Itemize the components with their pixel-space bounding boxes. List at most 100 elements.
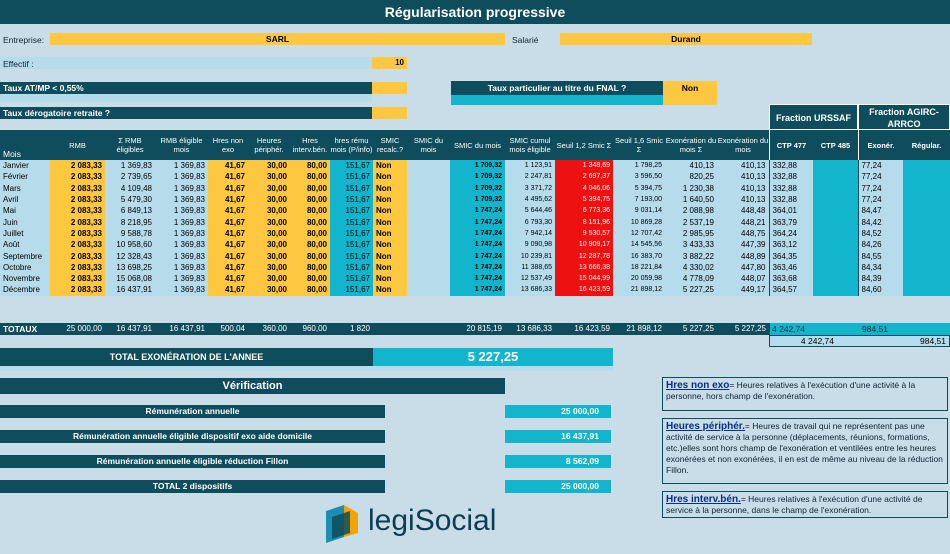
cell-heures-periph: 30,00	[248, 171, 290, 183]
table-row: Juillet 2 083,33 9 588,78 1 369,83 41,67 30,0…	[0, 227, 950, 240]
cell-smic-cumul: 12 537,49	[505, 272, 555, 285]
cell-smic-recalc[interactable]: Non	[373, 160, 407, 172]
taux-derog-field[interactable]	[372, 107, 407, 119]
table-row: Novembre 2 083,33 15 068,08 1 369,83 41,67 30…	[0, 272, 950, 285]
cell-exo-sum: 3 433,33	[665, 239, 717, 251]
cell-seuil12: 5 394,75	[555, 193, 613, 206]
col-ctp477: CTP 477	[769, 130, 813, 160]
cell-smic-recalc[interactable]: Non	[373, 250, 407, 262]
note-text: = Heures relatives à l'exécution d'une a…	[666, 494, 923, 515]
cell-heures-periph: 30,00	[248, 193, 290, 206]
cell-hres-interv: 80,00	[290, 272, 330, 285]
cell-hres-non-exo: 41,67	[208, 284, 248, 296]
cell-rmb-elig: 1 369,83	[155, 261, 208, 273]
totals-label: TOTAUX	[3, 324, 38, 334]
cell-exo-sum: 1 230,38	[665, 182, 717, 194]
totals-fraction-bar	[769, 323, 950, 335]
cell-smic-recalc[interactable]: Non	[373, 227, 407, 240]
note-heures-periph: Heures périphér.= Heures de travail qui …	[662, 418, 948, 484]
cell-hres-remu: 151,67	[330, 272, 373, 285]
table-row: Janvier 2 083,33 1 369,83 1 369,83 41,67 30,0…	[0, 160, 950, 172]
effectif-field[interactable]: 10	[372, 57, 407, 69]
cell-seuil12: 6 773,36	[555, 205, 613, 217]
cell-sum-rmb: 1 369,83	[105, 160, 155, 172]
cell-heures-periph: 30,00	[248, 272, 290, 285]
cell-hres-non-exo: 41,67	[208, 182, 248, 194]
cell-exoner: 77,24	[857, 171, 903, 183]
total-agirc-grand: 984,51	[920, 336, 946, 346]
cell-mois: Juin	[0, 216, 50, 228]
cell-smic-recalc[interactable]: Non	[373, 205, 407, 217]
monthly-table: Janvier 2 083,33 1 369,83 1 369,83 41,67 30,0…	[0, 160, 950, 296]
cell-smic-recalc[interactable]: Non	[373, 182, 407, 194]
verif-value-4: 25 000,00	[505, 480, 611, 493]
cell-hres-remu: 151,67	[330, 250, 373, 262]
cell-exoner: 77,24	[857, 160, 903, 172]
cell-regular	[903, 250, 950, 262]
cell-exoner: 84,47	[857, 205, 903, 217]
cell-seuil16: 5 394,75	[613, 182, 665, 194]
cell-hres-non-exo: 41,67	[208, 261, 248, 273]
verif-label-3: Rémunération annuelle éligible réduction…	[0, 455, 385, 468]
note-title: Hres interv.bén.	[666, 494, 741, 505]
cell-smic-mois-a	[407, 250, 450, 262]
cell-regular	[903, 171, 950, 183]
total-exo-value: 5 227,25	[373, 348, 613, 366]
cell-heures-periph: 30,00	[248, 182, 290, 194]
cell-hres-remu: 151,67	[330, 171, 373, 183]
cell-smic-cumul: 5 644,46	[505, 205, 555, 217]
col-heures-periph: Heures périphér.	[254, 136, 284, 154]
cell-smic-recalc[interactable]: Non	[373, 216, 407, 228]
cell-hres-non-exo: 41,67	[208, 160, 248, 172]
cell-rmb: 2 083,33	[50, 239, 105, 251]
cell-mois: Mars	[0, 182, 50, 194]
cell-smic-mois-b: 1 747,24	[450, 205, 505, 217]
table-row: Septembre 2 083,33 12 328,43 1 369,83 41,67 3…	[0, 250, 950, 262]
cell-sum-rmb: 16 437,91	[105, 284, 155, 296]
cell-exoner: 77,24	[857, 182, 903, 194]
cell-smic-recalc[interactable]: Non	[373, 193, 407, 206]
note-text: = Heures de travail qui ne représentent …	[666, 421, 943, 475]
cell-seuil16: 14 545,56	[613, 239, 665, 251]
cell-seuil12: 8 151,96	[555, 216, 613, 228]
cell-smic-mois-b: 1 747,24	[450, 216, 505, 228]
salarie-field[interactable]: Durand	[560, 33, 812, 45]
cell-regular	[903, 216, 950, 228]
cell-smic-recalc[interactable]: Non	[373, 272, 407, 285]
cell-seuil16: 21 898,12	[613, 284, 665, 296]
taux-at-field[interactable]	[372, 82, 407, 94]
verif-label-2: Rémunération annuelle éligible dispositi…	[0, 430, 385, 443]
cell-hres-remu: 151,67	[330, 261, 373, 273]
col-smic-recalc: SMIC recalc.?	[376, 136, 404, 154]
cell-seuil16: 20 059,98	[613, 272, 665, 285]
cell-exo-sum: 820,25	[665, 171, 717, 183]
cell-exo-mois: 447,39	[717, 239, 769, 251]
cell-regular	[903, 239, 950, 251]
cell-smic-cumul: 10 239,81	[505, 250, 555, 262]
cell-hres-interv: 80,00	[290, 284, 330, 296]
cell-rmb: 2 083,33	[50, 182, 105, 194]
effectif-bar	[0, 57, 372, 69]
cell-smic-recalc[interactable]: Non	[373, 261, 407, 273]
taux-fnal-field[interactable]: Non	[663, 81, 717, 105]
fraction-agirc-header: Fraction AGIRC-ARRCO	[858, 104, 950, 130]
cell-smic-recalc[interactable]: Non	[373, 284, 407, 296]
cell-heures-periph: 30,00	[248, 205, 290, 217]
cell-ctp477: 363,68	[768, 272, 813, 285]
cell-rmb-elig: 1 369,83	[155, 272, 208, 285]
cell-sum-rmb: 10 958,60	[105, 239, 155, 251]
cell-rmb: 2 083,33	[50, 227, 105, 240]
cell-regular	[903, 182, 950, 194]
cell-seuil16: 7 193,00	[613, 193, 665, 206]
cell-hres-interv: 80,00	[290, 250, 330, 262]
note-title: Heures périphér.	[666, 421, 745, 432]
note-hres-interv: Hres interv.bén.= Heures relatives à l'e…	[662, 491, 948, 518]
cell-smic-cumul: 11 388,65	[505, 261, 555, 273]
cell-hres-interv: 80,00	[290, 171, 330, 183]
entreprise-field[interactable]: SARL	[50, 33, 505, 45]
taux-fnal-under	[451, 95, 663, 105]
total-heures-periph: 360,00	[262, 324, 287, 333]
cell-smic-recalc[interactable]: Non	[373, 239, 407, 251]
cell-smic-recalc[interactable]: Non	[373, 171, 407, 183]
cell-smic-cumul: 6 793,30	[505, 216, 555, 228]
